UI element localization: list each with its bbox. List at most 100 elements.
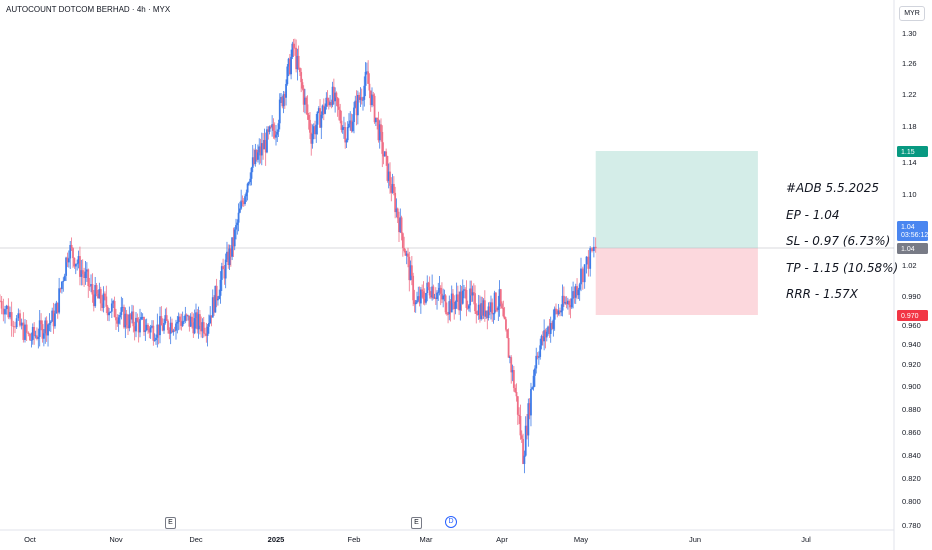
candle-body [376, 117, 379, 120]
candle-body [501, 303, 503, 309]
candle-body [383, 151, 386, 157]
candle-body [91, 284, 94, 295]
candle-body [365, 71, 368, 73]
candle-body [312, 126, 315, 134]
candle-body [344, 127, 347, 143]
candle-body [37, 336, 40, 339]
candle-body [275, 134, 277, 138]
candle-body [545, 331, 548, 338]
candle-body [251, 157, 254, 168]
candle-body [61, 281, 63, 290]
candle-body [592, 246, 595, 252]
candle-body [119, 314, 121, 318]
candle-body [442, 295, 445, 300]
candle-body [55, 302, 58, 314]
candle-body [527, 403, 530, 436]
candle-body [25, 324, 28, 333]
candle-body [417, 296, 420, 301]
candle-body [209, 315, 212, 324]
candle-body [276, 131, 279, 135]
candle-body [426, 282, 429, 293]
candle-body [314, 126, 316, 135]
candle-body [29, 333, 31, 341]
candle-body [514, 387, 517, 393]
last-price-label [897, 221, 928, 241]
dividend-event[interactable]: D [445, 516, 457, 528]
candle-body [297, 55, 300, 68]
candle-body [69, 244, 72, 259]
candle-body [120, 307, 123, 315]
candle-body [241, 200, 244, 203]
candle-body [266, 129, 268, 153]
candle-body [437, 292, 440, 294]
candle-body [356, 94, 359, 116]
price-tick-label: 0.780 [902, 521, 921, 530]
candle-body [14, 326, 16, 328]
candle-body [249, 178, 252, 183]
candle-body [439, 287, 442, 294]
candle-body [447, 314, 449, 315]
candle-body [215, 285, 218, 301]
candle-body [549, 323, 552, 334]
candle-body [503, 316, 506, 320]
candle-body [117, 317, 120, 324]
earnings-event-1[interactable]: E [165, 517, 176, 529]
candle-body [483, 300, 486, 317]
candle-body [589, 248, 592, 269]
candle-body [181, 321, 184, 326]
candle-body [448, 301, 451, 315]
candle-body [386, 156, 389, 181]
candle-body [95, 285, 98, 294]
candle-body [425, 292, 427, 303]
candle-body [350, 120, 353, 131]
candle-body [151, 325, 153, 328]
candle-body [24, 324, 26, 340]
candle-body [381, 131, 384, 154]
candle-body [413, 300, 416, 305]
candle-body [208, 323, 210, 327]
candle-body [172, 330, 175, 333]
candle-body [125, 313, 128, 326]
target-price-label-text: 1.15 [901, 149, 915, 156]
candle-body [496, 309, 498, 311]
candle-body [326, 97, 329, 101]
candle-body [257, 152, 259, 160]
candle-body [9, 312, 11, 318]
candle-body [219, 279, 222, 296]
candle-body [416, 300, 418, 303]
candles [0, 38, 597, 474]
candle-body [524, 425, 527, 456]
candle-body [427, 282, 430, 287]
candle-body [246, 183, 249, 193]
candle-body [394, 192, 397, 213]
candle-body [552, 319, 555, 329]
candle-body [227, 251, 230, 266]
candle-body [507, 338, 510, 358]
candle-body [168, 330, 171, 334]
candle-body [390, 185, 393, 193]
earnings-event-2[interactable]: E [411, 517, 422, 529]
candle-body [583, 264, 586, 283]
candle-body [512, 370, 515, 388]
candle-body [594, 246, 597, 249]
candle-body [2, 308, 5, 315]
candle-body [541, 336, 544, 342]
price-tick-label: 0.840 [902, 451, 921, 460]
price-tick-label: 1.10 [902, 190, 917, 199]
candle-body [469, 288, 472, 306]
candle-body [31, 326, 34, 340]
candle-body [578, 284, 581, 290]
candle-body [377, 119, 380, 141]
candle-body [188, 315, 191, 327]
candle-body [461, 290, 464, 304]
candle-body [4, 309, 6, 315]
candle-body [128, 314, 131, 329]
currency-selector[interactable]: MYR [899, 6, 925, 21]
candle-body [287, 58, 290, 67]
candle-body [67, 258, 70, 263]
candle-body [300, 72, 303, 83]
candle-body [187, 315, 189, 317]
candle-body [248, 182, 250, 184]
candle-body [470, 288, 473, 296]
